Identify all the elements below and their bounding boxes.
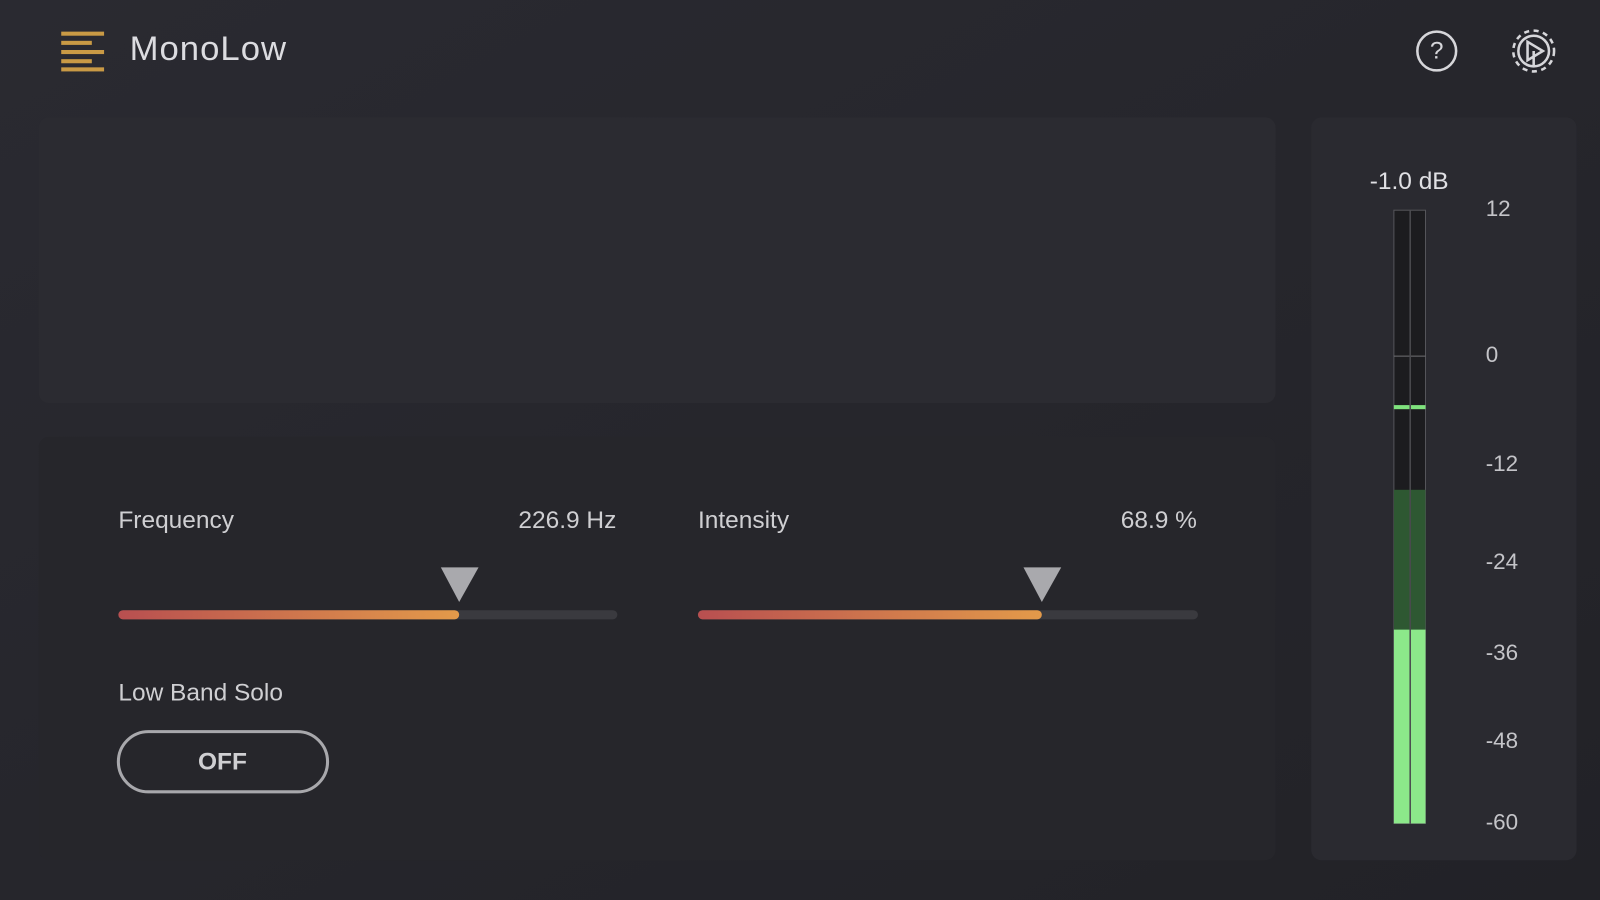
- svg-text:?: ?: [1430, 38, 1444, 65]
- meter-scale-label: -60: [1486, 809, 1518, 834]
- frequency-label: Frequency: [118, 507, 234, 534]
- solo-button-text: OFF: [198, 749, 247, 776]
- meter-scale-label: -24: [1486, 549, 1518, 574]
- frequency-slider[interactable]: [118, 567, 618, 620]
- help-button[interactable]: ?: [1416, 30, 1458, 72]
- level-meter: [1393, 209, 1427, 824]
- intensity-value: 68.9 %: [1121, 507, 1197, 534]
- meter-scale-label: 0: [1486, 342, 1498, 367]
- settings-button[interactable]: [1511, 29, 1556, 73]
- low-band-solo-label: Low Band Solo: [118, 679, 283, 706]
- frequency-value: 226.9 Hz: [518, 507, 616, 534]
- solo-button[interactable]: [116, 730, 330, 794]
- meter-readout: -1.0 dB: [1370, 168, 1449, 195]
- intensity-slider[interactable]: [697, 567, 1198, 620]
- meter-scale-label: -12: [1486, 451, 1518, 476]
- controls-panel: [38, 436, 1276, 861]
- meter-panel: [1311, 117, 1577, 861]
- meter-scale-label: -48: [1486, 728, 1518, 753]
- meter-scale-label: -36: [1486, 640, 1518, 665]
- app-title: MonoLow: [130, 30, 288, 68]
- meter-scale-label: 12: [1486, 196, 1511, 221]
- logo: [61, 31, 105, 72]
- intensity-label: Intensity: [698, 507, 790, 534]
- spectrum-panel: [38, 117, 1276, 404]
